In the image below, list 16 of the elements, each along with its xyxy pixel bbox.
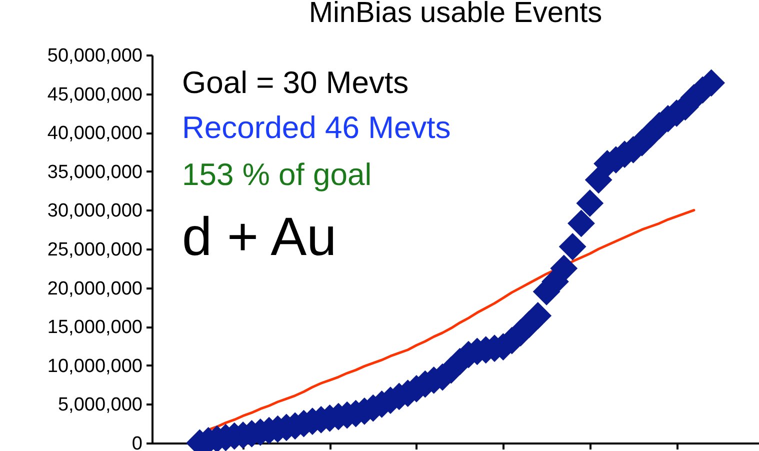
chart-title: MinBias usable Events bbox=[308, 0, 602, 29]
y-tick-label: 25,000,000 bbox=[47, 240, 142, 260]
annotation: Recorded 46 Mevts bbox=[182, 110, 451, 145]
y-tick-label: 45,000,000 bbox=[47, 84, 142, 106]
y-tick-label: 10,000,000 bbox=[47, 356, 142, 377]
annotation: 153 % of goal bbox=[182, 157, 372, 192]
y-tick-label: 5,000,000 bbox=[58, 394, 142, 416]
y-tick-label: 30,000,000 bbox=[47, 200, 142, 222]
y-tick-label: 50,000,000 bbox=[47, 46, 142, 66]
y-tick-label: 35,000,000 bbox=[47, 162, 142, 183]
y-tick-label: 0 bbox=[132, 434, 142, 451]
y-tick-label: 15,000,000 bbox=[47, 317, 142, 338]
y-tick-label: 20,000,000 bbox=[47, 278, 142, 300]
annotation: Goal = 30 Mevts bbox=[182, 65, 409, 100]
annotation: d + Au bbox=[182, 207, 337, 267]
y-tick-label: 40,000,000 bbox=[47, 123, 142, 144]
